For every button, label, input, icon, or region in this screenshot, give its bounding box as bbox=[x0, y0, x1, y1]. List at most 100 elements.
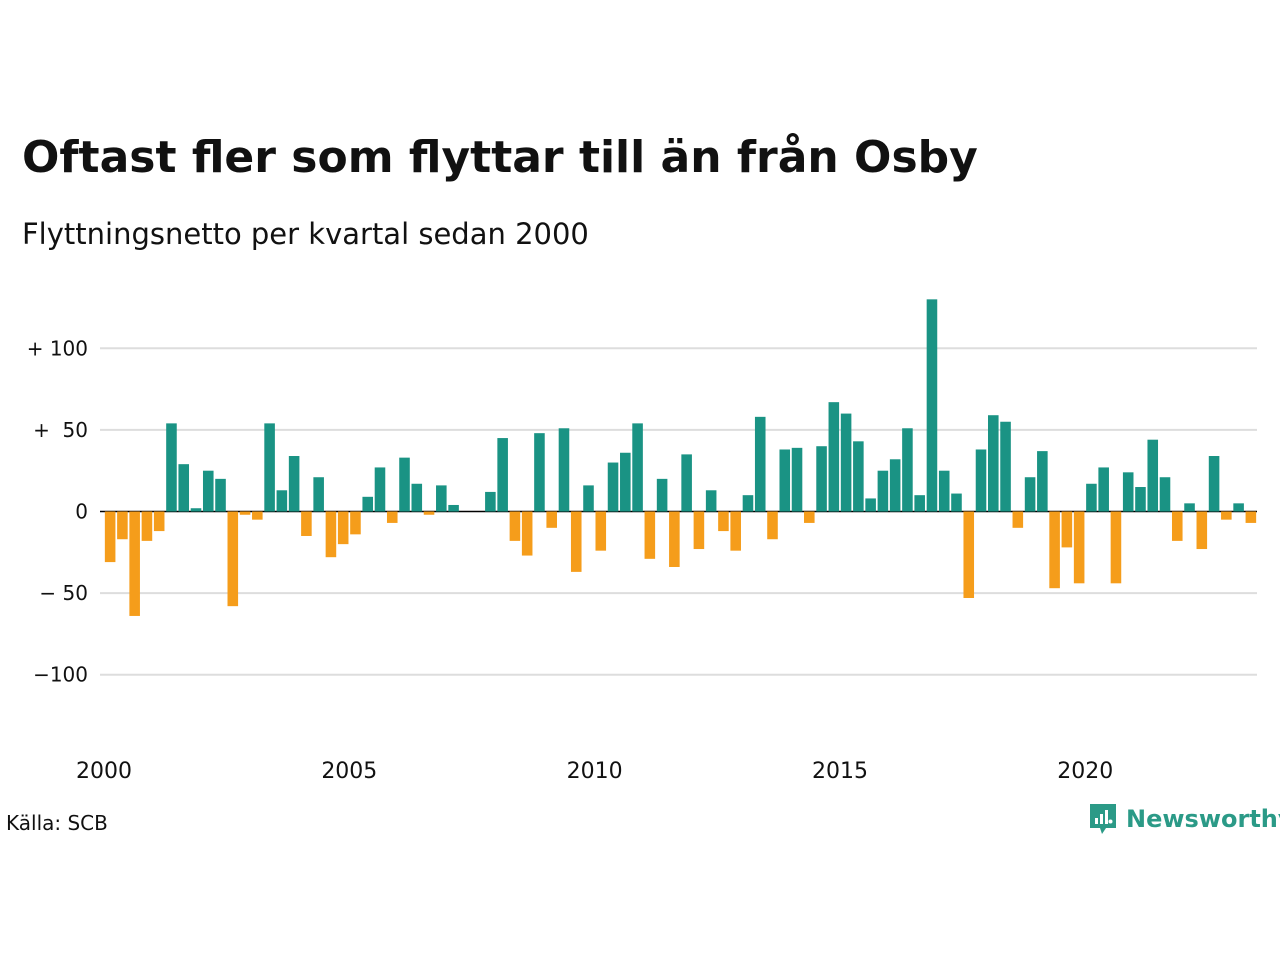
bar bbox=[583, 485, 594, 512]
bar bbox=[718, 511, 729, 532]
bar bbox=[386, 511, 398, 523]
bar bbox=[1049, 511, 1060, 589]
bar bbox=[141, 511, 153, 541]
bar bbox=[288, 456, 300, 512]
source-note: Källa: SCB bbox=[6, 811, 108, 835]
bar bbox=[374, 467, 386, 512]
bar bbox=[350, 511, 361, 535]
bar bbox=[791, 447, 803, 512]
bar bbox=[276, 490, 288, 512]
bar bbox=[607, 462, 619, 512]
newsworthy-logo-icon bbox=[1090, 804, 1116, 834]
bar bbox=[620, 452, 631, 512]
bar bbox=[497, 438, 508, 512]
bar bbox=[129, 511, 140, 616]
bar bbox=[938, 470, 950, 512]
bar bbox=[362, 496, 374, 512]
bar bbox=[1000, 421, 1011, 512]
bar bbox=[104, 511, 116, 563]
bar bbox=[730, 511, 741, 551]
bar bbox=[546, 511, 557, 528]
bar bbox=[448, 504, 459, 512]
bar bbox=[570, 511, 582, 572]
bar bbox=[914, 495, 925, 512]
bar bbox=[865, 498, 876, 512]
y-tick-label: − 50 bbox=[39, 581, 88, 605]
bar bbox=[1147, 439, 1159, 512]
bar bbox=[252, 511, 263, 520]
y-tick-label: + 50 bbox=[33, 418, 88, 442]
bar bbox=[853, 441, 864, 512]
bar bbox=[1037, 451, 1048, 512]
bar bbox=[534, 433, 545, 512]
bar bbox=[632, 423, 643, 512]
bar bbox=[779, 449, 791, 512]
x-tick-label: 2010 bbox=[567, 759, 623, 784]
y-tick-label: 0 bbox=[75, 500, 88, 524]
bar bbox=[313, 477, 324, 512]
bar bbox=[902, 428, 913, 512]
bar bbox=[1245, 511, 1257, 523]
bar bbox=[509, 511, 521, 541]
bar bbox=[1233, 503, 1244, 512]
bar bbox=[877, 470, 889, 512]
bar bbox=[754, 416, 766, 512]
bar bbox=[804, 511, 815, 523]
bar bbox=[178, 464, 190, 512]
bar bbox=[975, 449, 987, 512]
bar bbox=[411, 483, 423, 512]
bar bbox=[227, 511, 239, 607]
x-tick-label: 2000 bbox=[76, 759, 132, 784]
bar bbox=[301, 511, 312, 536]
bar bbox=[202, 470, 214, 512]
bar bbox=[1135, 487, 1146, 512]
chart-title: Oftast fler som flyttar till än från Osb… bbox=[22, 132, 978, 183]
bars bbox=[104, 299, 1257, 616]
bar bbox=[485, 491, 496, 512]
bar bbox=[767, 511, 778, 540]
bar bbox=[963, 511, 975, 598]
y-tick-label: −100 bbox=[33, 663, 88, 687]
y-axis-labels: + 100 + 50 0 − 50 −100 bbox=[27, 336, 88, 686]
bar bbox=[337, 511, 349, 545]
bar bbox=[117, 511, 128, 540]
bar bbox=[1171, 511, 1183, 541]
bar bbox=[166, 423, 177, 512]
bar bbox=[521, 511, 533, 556]
bar bbox=[816, 446, 827, 512]
bar bbox=[1073, 511, 1085, 584]
bar bbox=[840, 413, 852, 512]
bar bbox=[889, 459, 901, 512]
bar bbox=[423, 511, 435, 515]
bar bbox=[325, 511, 337, 558]
bar bbox=[215, 478, 226, 512]
bar bbox=[1061, 511, 1073, 548]
bar bbox=[644, 511, 656, 559]
bar bbox=[1098, 467, 1109, 512]
bar bbox=[1012, 511, 1024, 528]
bar bbox=[1110, 511, 1122, 584]
x-tick-label: 2020 bbox=[1057, 759, 1113, 784]
bar bbox=[399, 457, 410, 512]
bar bbox=[1122, 472, 1134, 512]
brand-logo: Newsworthy bbox=[1088, 802, 1280, 836]
bar bbox=[558, 428, 570, 512]
bar bbox=[705, 490, 717, 512]
bar bbox=[926, 299, 938, 512]
bar bbox=[693, 511, 705, 550]
bar bbox=[239, 511, 251, 515]
bar bbox=[190, 508, 202, 512]
bar bbox=[1159, 477, 1171, 512]
bar bbox=[1184, 503, 1195, 512]
bar bbox=[681, 454, 692, 512]
bar bbox=[656, 478, 668, 512]
x-axis-labels: 2000 2005 2010 2015 2020 bbox=[76, 759, 1113, 784]
x-tick-label: 2005 bbox=[321, 759, 377, 784]
bar bbox=[1221, 511, 1232, 520]
bar bbox=[1196, 511, 1208, 550]
brand-name: Newsworthy bbox=[1126, 805, 1280, 833]
bar bbox=[264, 423, 275, 512]
chart-subtitle: Flyttningsnetto per kvartal sedan 2000 bbox=[22, 217, 589, 251]
bar bbox=[1024, 477, 1036, 512]
